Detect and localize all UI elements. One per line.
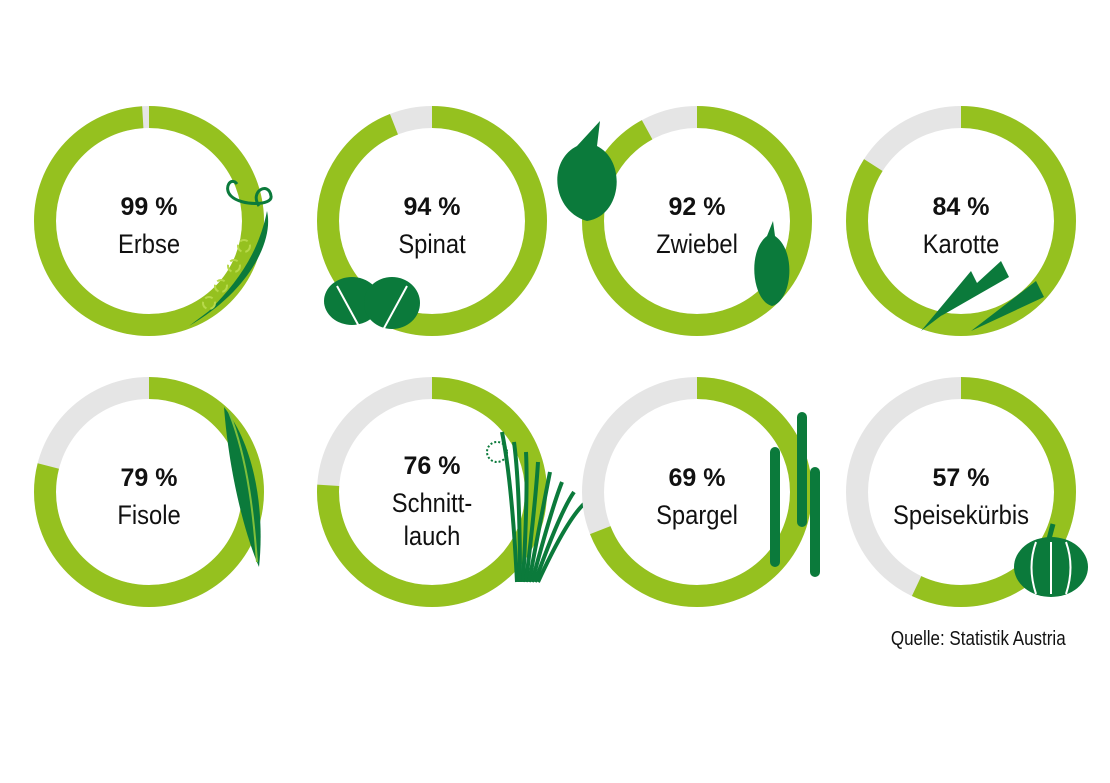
donut-schnittlauch: 76 % Schnitt-lauch (317, 377, 588, 607)
source-note: Quelle: Statistik Austria (891, 628, 1066, 650)
donut-value-arc (317, 106, 547, 336)
spinach-leaves-icon (324, 277, 420, 342)
chives-icon (486, 431, 588, 583)
vegetable-label: Spargel (656, 501, 738, 531)
onion-icon (557, 121, 790, 306)
vegetable-label: Karotte (923, 230, 1000, 260)
donut-value-arc (582, 106, 812, 336)
percent-label: 57 % (933, 464, 990, 492)
vegetable-label: Schnitt- (392, 489, 473, 519)
donut-value-arc (846, 106, 1076, 336)
percent-label: 94 % (404, 193, 461, 221)
percent-label: 92 % (669, 193, 726, 221)
donut-karotte: 84 % Karotte (846, 106, 1076, 336)
percent-label: 99 % (121, 193, 178, 221)
donut-erbse: 99 % Erbse (34, 106, 273, 336)
vegetable-label: Fisole (117, 501, 180, 531)
vegetable-label: Erbse (118, 230, 180, 260)
pea-pod-icon (189, 179, 273, 326)
vegetable-label: lauch (404, 522, 461, 552)
percent-label: 76 % (404, 452, 461, 480)
asparagus-icon (770, 412, 820, 577)
percent-label: 84 % (933, 193, 990, 221)
percent-label: 69 % (669, 464, 726, 492)
donut-speisekrbis: 57 % Speisekürbis (846, 377, 1088, 607)
pumpkin-icon (1014, 523, 1088, 597)
donut-spargel: 69 % Spargel (582, 377, 820, 607)
carrot-icon (921, 261, 1044, 331)
vegetable-label: Spinat (398, 230, 465, 260)
green-bean-icon (224, 407, 261, 567)
donut-value-arc (846, 377, 1076, 607)
donut-zwiebel: 92 % Zwiebel (557, 106, 812, 336)
donut-value-arc (34, 106, 264, 336)
vegetable-label: Zwiebel (656, 230, 738, 260)
percent-label: 79 % (121, 464, 178, 492)
donut-spinat: 94 % Spinat (317, 106, 547, 342)
donut-fisole: 79 % Fisole (34, 377, 264, 607)
vegetable-label: Speisekürbis (893, 501, 1029, 531)
